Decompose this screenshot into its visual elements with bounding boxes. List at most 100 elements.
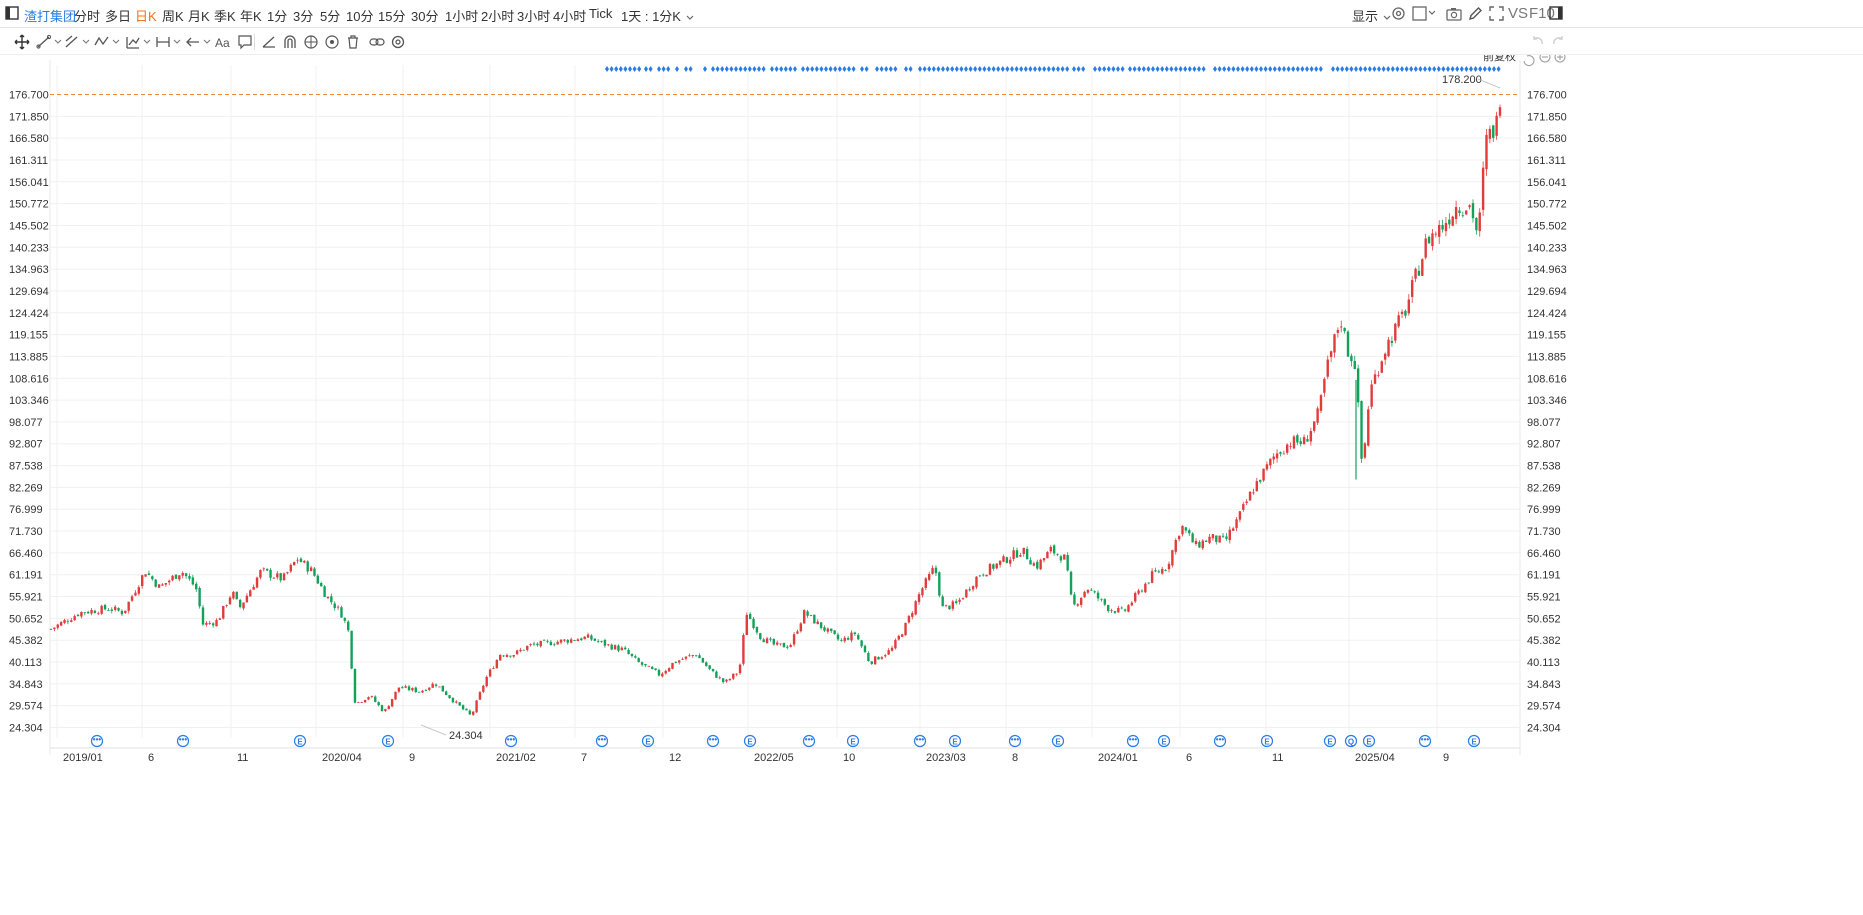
candle-body [1005, 557, 1009, 563]
text-tool-icon[interactable]: Aa [214, 34, 230, 55]
period-tab[interactable]: 3分 [293, 9, 314, 24]
f10-button[interactable]: F10 [1529, 5, 1555, 22]
comment-tool-icon[interactable] [237, 34, 253, 55]
candle-body [1286, 444, 1289, 453]
event-marker-icon[interactable] [802, 734, 816, 748]
event-marker-icon[interactable] [1418, 734, 1432, 748]
period-tab[interactable]: 季K [214, 9, 236, 24]
angle-tool-icon[interactable] [261, 34, 277, 55]
candle-body [1015, 550, 1019, 558]
zoom-in-icon-plus [1557, 55, 1563, 60]
camera-icon[interactable] [1446, 7, 1462, 26]
redo-icon[interactable] [1550, 34, 1566, 55]
candle-body [1144, 583, 1147, 593]
period-tab[interactable]: 15分 [378, 9, 406, 24]
event-marker-icon[interactable] [293, 734, 307, 748]
period-tab[interactable]: 日K [135, 9, 157, 24]
event-marker-icon[interactable] [1051, 734, 1065, 748]
event-marker-icon[interactable] [913, 734, 927, 748]
period-tab[interactable]: 分时 [74, 9, 101, 24]
line-tool-icon[interactable] [36, 34, 64, 55]
period-tab[interactable]: 4小时 [553, 9, 587, 24]
channel-tool-icon[interactable] [64, 34, 92, 55]
candle-body [1495, 115, 1498, 136]
interval-select[interactable]: 1天 : 1分K [621, 6, 695, 25]
period-tab[interactable]: 2小时 [481, 9, 515, 24]
y-axis-label-right: 45.382 [1527, 635, 1561, 647]
candle-body [333, 603, 336, 609]
display-menu[interactable]: 显示 [1352, 6, 1392, 25]
zoom-out-icon[interactable] [1539, 55, 1551, 63]
stock-name[interactable]: 渣打集团 [24, 9, 77, 24]
candle-body [178, 575, 181, 580]
trash-icon[interactable] [345, 34, 361, 55]
period-tab[interactable]: Tick [589, 6, 613, 21]
event-marker-icon[interactable] [1213, 734, 1227, 748]
period-tab[interactable]: 1分 [267, 9, 288, 24]
panel-toggle-icon[interactable] [1549, 6, 1563, 25]
event-dot [1160, 66, 1165, 72]
undo-icon[interactable] [1530, 34, 1546, 55]
measure-tool-icon[interactable] [155, 34, 183, 55]
gear-icon[interactable] [1391, 6, 1406, 26]
event-marker-icon[interactable] [504, 734, 518, 748]
event-marker-icon[interactable] [1323, 734, 1337, 748]
pattern-tool-icon[interactable] [125, 34, 153, 55]
period-tab[interactable]: 周K [162, 9, 184, 24]
event-marker-icon[interactable] [1260, 734, 1274, 748]
period-tab[interactable]: 10分 [346, 9, 374, 24]
zoom-in-icon[interactable] [1554, 55, 1566, 63]
period-tab[interactable]: 30分 [411, 9, 439, 24]
settings-icon[interactable] [390, 34, 406, 55]
reset-zoom-icon[interactable] [1523, 55, 1535, 67]
candle-body [542, 639, 546, 641]
event-marker-icon[interactable] [595, 734, 609, 748]
event-marker-icon[interactable] [1126, 734, 1140, 748]
event-marker-icon[interactable] [743, 734, 757, 748]
event-marker-icon[interactable] [641, 734, 655, 748]
candle-body [664, 670, 667, 674]
adjust-mode-label[interactable]: 前复权 [1483, 55, 1516, 63]
link-icon[interactable] [369, 34, 385, 55]
period-tab[interactable]: 3小时 [517, 9, 551, 24]
kline-chart[interactable]: 176.700 176.700 171.850 171.850 166.580 166.5… [0, 55, 1863, 915]
period-tab[interactable]: 5分 [320, 9, 341, 24]
fullscreen-icon[interactable] [1489, 6, 1504, 26]
candle-body [1157, 571, 1161, 573]
layout-select-icon[interactable] [1412, 6, 1438, 26]
eye-icon[interactable] [324, 34, 340, 55]
event-marker-icon[interactable] [381, 734, 395, 748]
event-dot [810, 66, 815, 72]
candle-body [309, 567, 313, 572]
sidebar-toggle-icon[interactable] [5, 6, 19, 25]
crosshair-move-icon[interactable] [14, 34, 30, 55]
magnet-icon[interactable] [282, 34, 298, 55]
period-tab[interactable]: 年K [240, 9, 262, 24]
x-axis-label: 2021/02 [496, 752, 536, 764]
event-marker-icon[interactable] [1157, 734, 1171, 748]
candle-body [897, 635, 900, 640]
candle-body [738, 664, 742, 674]
event-dot [747, 66, 752, 72]
event-marker-icon[interactable] [1344, 734, 1358, 748]
event-marker-icon[interactable] [948, 734, 962, 748]
visibility-icon[interactable] [303, 34, 319, 55]
period-tab[interactable]: 月K [188, 9, 210, 24]
event-marker-icon[interactable] [1008, 734, 1022, 748]
vs-compare-button[interactable]: VS [1508, 5, 1529, 22]
candle-body [1410, 280, 1414, 297]
event-marker-icon[interactable] [176, 734, 190, 748]
event-marker-icon[interactable] [1362, 734, 1376, 748]
candle-body [211, 623, 215, 626]
wave-tool-icon[interactable] [94, 34, 122, 55]
candle-body [1275, 453, 1279, 459]
event-marker-icon[interactable] [1467, 734, 1481, 748]
pencil-icon[interactable] [1468, 6, 1483, 26]
event-marker-icon[interactable] [706, 734, 720, 748]
arrow-tool-icon[interactable] [185, 34, 213, 55]
period-tab[interactable]: 1小时 [445, 9, 479, 24]
period-tab[interactable]: 多日 [105, 9, 132, 24]
event-marker-icon[interactable] [846, 734, 860, 748]
event-marker-icon[interactable] [90, 734, 104, 748]
candle-body [1272, 456, 1275, 460]
